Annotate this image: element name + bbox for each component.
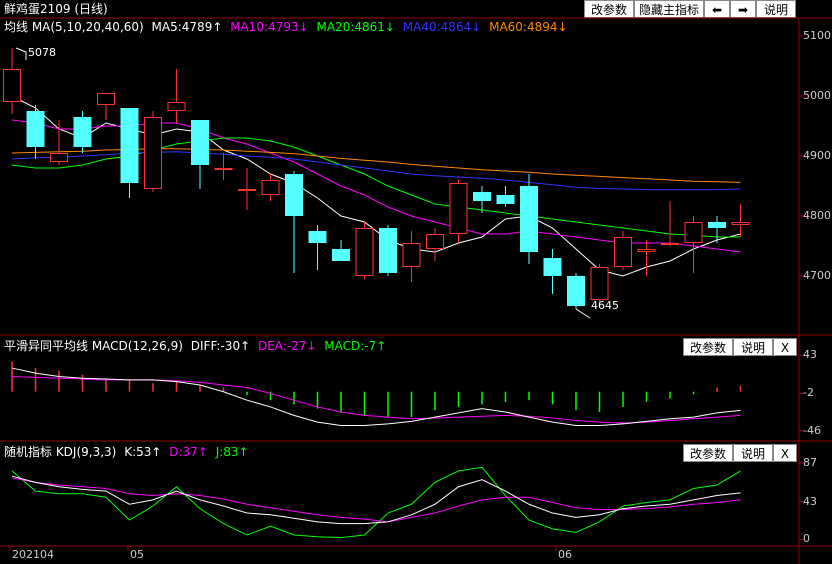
macd-value: DEA:-27↓ — [254, 339, 317, 353]
diff-line — [11, 367, 741, 427]
macd-value: DIFF:-30↑ — [190, 339, 251, 353]
candle-body — [144, 117, 162, 189]
candle-body — [684, 222, 703, 243]
candle-body — [261, 180, 280, 195]
kdj-button-0[interactable]: 改参数 — [683, 444, 733, 462]
candle-body — [614, 237, 632, 267]
macd-indicator-name: 平滑异同平均线 MACD(12,26,9) — [4, 339, 183, 353]
candle-body — [50, 153, 68, 162]
kdj-y-tick-label: 87 — [803, 456, 817, 470]
candle-body — [167, 102, 186, 111]
candle-body — [661, 243, 679, 245]
high-marker — [15, 47, 27, 60]
macd-y-tick-label: -2 — [803, 386, 814, 400]
j-line — [11, 466, 741, 539]
ma-value: MA20:4861↓ — [312, 20, 395, 34]
low-marker — [575, 308, 591, 319]
main-y-tick-label: 4700 — [803, 269, 831, 282]
macd-button-2[interactable]: X — [773, 338, 797, 356]
candle-body — [238, 189, 256, 191]
candle-body — [26, 111, 45, 147]
candle-body — [214, 168, 233, 170]
kdj-legend: 随机指标 KDJ(9,3,3) K:53↑ D:37↑ J:83↑ — [4, 445, 249, 459]
kdj-value: J:83↑ — [211, 445, 249, 459]
candle-body — [731, 222, 750, 225]
ma-indicator-name: 均线 MA(5,10,20,40,60) — [4, 20, 144, 34]
candle-body — [379, 228, 397, 273]
macd-y-tick-label: 43 — [803, 348, 817, 362]
main-y-tick-label: 5000 — [803, 89, 831, 102]
k-line — [11, 475, 741, 525]
candle-body — [73, 117, 92, 147]
macd-value: MACD:-7↑ — [320, 339, 387, 353]
kdj-y-tick-label: 43 — [803, 494, 817, 508]
macd-y-tick-label: -46 — [803, 423, 821, 437]
low-label: 4645 — [591, 299, 619, 313]
x-tick-label: 05 — [130, 548, 144, 561]
candle-body — [590, 267, 609, 300]
candle-body — [543, 258, 562, 276]
main-y-tick-label: 4900 — [803, 149, 831, 162]
x-tick-label: 06 — [558, 548, 572, 561]
ma-value: MA5:4789↑ — [151, 20, 223, 34]
dea-line — [11, 376, 741, 424]
macd-button-1[interactable]: 说明 — [733, 338, 773, 356]
ma-value: MA40:4864↓ — [398, 20, 482, 34]
candle-body — [496, 195, 515, 204]
kdj-value: K:53↑ — [124, 445, 162, 459]
kdj-button-1[interactable]: 说明 — [733, 444, 773, 462]
candle-body — [355, 228, 374, 276]
candle-body — [473, 192, 491, 201]
kdj-indicator-name: 随机指标 KDJ(9,3,3) — [4, 445, 117, 459]
candle-body — [637, 249, 656, 252]
kdj-y-tick-label: 0 — [803, 532, 810, 546]
candle-body — [708, 222, 726, 228]
candle-body — [426, 234, 444, 249]
candle-body — [191, 120, 209, 165]
candle-body — [567, 276, 585, 306]
macd-legend: 平滑异同平均线 MACD(12,26,9) DIFF:-30↑ DEA:-27↓… — [4, 339, 386, 353]
candle-body — [285, 174, 303, 216]
candle-body — [402, 243, 421, 267]
candle-body — [449, 183, 468, 234]
candle-body — [332, 249, 350, 261]
kdj-value: D:37↑ — [165, 445, 208, 459]
macd-button-0[interactable]: 改参数 — [683, 338, 733, 356]
candle-body — [308, 231, 327, 243]
ma-value: MA60:4894↓ — [485, 20, 568, 34]
high-label: 5078 — [28, 46, 56, 59]
candle-body — [97, 93, 115, 105]
ma-legend: 均线 MA(5,10,20,40,60) MA5:4789↑ MA10:4793… — [4, 20, 568, 34]
candle-body — [120, 108, 139, 183]
candle-body — [3, 69, 21, 102]
candle-body — [520, 186, 538, 252]
chart-title: 鲜鸡蛋2109 (日线) — [4, 2, 108, 16]
kdj-button-2[interactable]: X — [773, 444, 797, 462]
main-y-tick-label: 5100 — [803, 29, 831, 42]
ma-value: MA10:4793↓ — [226, 20, 309, 34]
main-y-tick-label: 4800 — [803, 209, 831, 222]
x-tick-label: 202104 — [12, 548, 54, 561]
